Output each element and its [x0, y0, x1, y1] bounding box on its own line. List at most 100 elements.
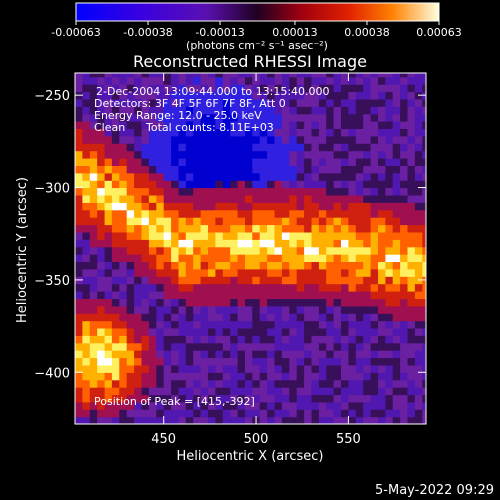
- heatmap-cell: [178, 379, 187, 388]
- heatmap-cell: [385, 158, 394, 166]
- heatmap-cell: [97, 387, 106, 396]
- heatmap-cell: [407, 98, 416, 107]
- heatmap-cell: [82, 401, 91, 410]
- heatmap-cell: [311, 416, 320, 424]
- heatmap-cell: [156, 98, 165, 107]
- heatmap-cell: [89, 305, 98, 314]
- heatmap-cell: [400, 364, 409, 373]
- heatmap-cell: [222, 372, 231, 381]
- heatmap-cell: [363, 283, 372, 292]
- heatmap-cell: [119, 394, 128, 403]
- heatmap-cell: [422, 84, 426, 93]
- heatmap-cell: [407, 291, 416, 299]
- heatmap-cell: [237, 172, 246, 181]
- heatmap-cell: [178, 387, 187, 396]
- heatmap-cell: [355, 121, 364, 129]
- heatmap-cell: [111, 217, 120, 226]
- heatmap-cell: [111, 73, 120, 78]
- heatmap-cell: [296, 91, 305, 100]
- heatmap-cell: [385, 165, 394, 174]
- heatmap-cell: [82, 180, 91, 189]
- heatmap-cell: [171, 327, 180, 336]
- x-tick-label: 500: [244, 432, 269, 447]
- heatmap-cell: [163, 276, 172, 285]
- heatmap-cell: [414, 387, 423, 396]
- heatmap-cell: [178, 121, 187, 129]
- heatmap-cell: [141, 298, 150, 307]
- heatmap-cell: [208, 350, 216, 359]
- heatmap-cell: [119, 91, 128, 100]
- heatmap-cell: [185, 357, 194, 366]
- heatmap-cell: [222, 276, 231, 285]
- heatmap-cell: [185, 246, 194, 255]
- heatmap-cell: [422, 320, 426, 329]
- heatmap-cell: [237, 231, 246, 240]
- heatmap-cell: [111, 150, 120, 159]
- heatmap-cell: [267, 150, 276, 159]
- heatmap-cell: [200, 416, 209, 424]
- heatmap-cell: [370, 342, 379, 351]
- heatmap-cell: [252, 165, 261, 174]
- heatmap-cell: [378, 209, 386, 218]
- heatmap-cell: [208, 409, 216, 418]
- heatmap-cell: [111, 313, 120, 322]
- heatmap-cell: [341, 113, 349, 122]
- heatmap-cell: [400, 298, 409, 307]
- heatmap-cell: [259, 313, 268, 322]
- heatmap-cell: [200, 276, 209, 285]
- heatmap-cell: [75, 121, 83, 129]
- heatmap-cell: [400, 217, 409, 226]
- heatmap-cell: [171, 128, 180, 137]
- heatmap-cell: [89, 335, 98, 344]
- heatmap-cell: [148, 401, 157, 410]
- heatmap-cell: [230, 409, 239, 418]
- heatmap-cell: [385, 172, 394, 181]
- heatmap-cell: [296, 73, 305, 78]
- heatmap-cell: [252, 364, 261, 373]
- heatmap-cell: [267, 283, 276, 292]
- heatmap-cell: [104, 150, 113, 159]
- heatmap-cell: [400, 172, 409, 181]
- heatmap-cell: [304, 128, 313, 137]
- heatmap-cell: [185, 224, 194, 233]
- heatmap-cell: [193, 298, 202, 307]
- heatmap-cell: [126, 217, 135, 226]
- heatmap-cell: [274, 416, 283, 424]
- heatmap-cell: [281, 194, 290, 203]
- heatmap-cell: [237, 357, 246, 366]
- heatmap-cell: [97, 239, 106, 248]
- heatmap-cell: [185, 394, 194, 403]
- heatmap-cell: [200, 113, 209, 122]
- heatmap-cell: [171, 261, 180, 270]
- heatmap-cell: [355, 327, 364, 336]
- heatmap-cell: [237, 98, 246, 107]
- heatmap-cell: [259, 172, 268, 181]
- heatmap-cell: [318, 335, 327, 344]
- heatmap-cell: [289, 121, 298, 129]
- heatmap-cell: [370, 246, 379, 255]
- heatmap-cell: [392, 106, 401, 115]
- heatmap-cell: [422, 261, 426, 270]
- heatmap-cell: [215, 268, 224, 277]
- heatmap-cell: [111, 121, 120, 129]
- heatmap-cell: [193, 372, 202, 381]
- heatmap-cell: [185, 291, 194, 299]
- heatmap-cell: [126, 320, 135, 329]
- heatmap-cell: [185, 305, 194, 314]
- heatmap-cell: [89, 165, 98, 174]
- heatmap-cell: [422, 106, 426, 115]
- heatmap-cell: [259, 364, 268, 373]
- heatmap-cell: [274, 394, 283, 403]
- heatmap-cell: [237, 165, 246, 174]
- heatmap-cell: [134, 73, 143, 78]
- heatmap-cell: [378, 364, 386, 373]
- heatmap-cell: [385, 276, 394, 285]
- heatmap-cell: [141, 231, 150, 240]
- heatmap-cell: [156, 113, 165, 122]
- heatmap-cell: [311, 73, 320, 78]
- heatmap-cell: [289, 106, 298, 115]
- heatmap-cell: [141, 239, 150, 248]
- heatmap-cell: [267, 401, 276, 410]
- heatmap-cell: [237, 224, 246, 233]
- x-tick-label: 450: [151, 432, 176, 447]
